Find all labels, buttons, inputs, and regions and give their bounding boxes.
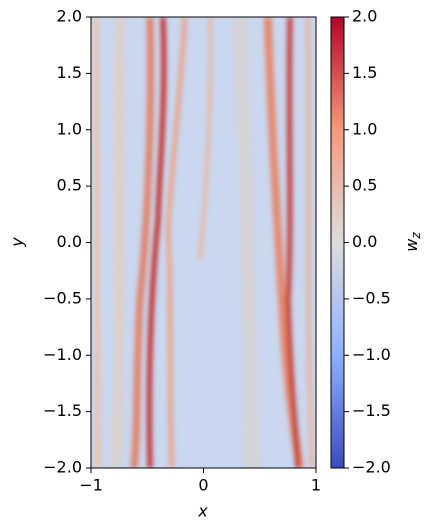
colorbar-label: wz xyxy=(402,232,423,252)
field xyxy=(91,17,316,468)
y-tick-label: 0.0 xyxy=(57,232,82,251)
y-tick-label: −1.0 xyxy=(43,345,82,364)
colorbar-tick-label: 0.0 xyxy=(352,232,377,251)
x-tick-label: 0 xyxy=(198,476,208,495)
colorbar-label-sub: z xyxy=(409,232,423,240)
colorbar-tick-label: −1.0 xyxy=(352,345,391,364)
colorbar xyxy=(330,16,345,469)
y-tick-label: 0.5 xyxy=(57,176,82,195)
colorbar-tick-label: 0.5 xyxy=(352,176,377,195)
colorbar-tick-label: −0.5 xyxy=(352,288,391,307)
colorbar-label-base: w xyxy=(402,238,421,252)
colorbar-tick-label: −1.5 xyxy=(352,401,391,420)
y-tick-label: −0.5 xyxy=(43,288,82,307)
y-axis-label: y xyxy=(8,237,27,248)
colorbar-tick-label: 2.0 xyxy=(352,7,377,26)
y-tick-label: −1.5 xyxy=(43,401,82,420)
colorbar-tick-label: 1.0 xyxy=(352,119,377,138)
colorbar-tick-label: 1.5 xyxy=(352,63,377,82)
colorbar-tick-label: −2.0 xyxy=(352,458,391,477)
x-axis-label: x xyxy=(197,502,208,521)
y-tick-label: 1.5 xyxy=(57,63,82,82)
y-tick-label: −2.0 xyxy=(43,458,82,477)
x-tick-label: 1 xyxy=(311,476,321,495)
y-tick-label: 1.0 xyxy=(57,119,82,138)
field-streaks xyxy=(93,17,315,468)
y-tick-label: 2.0 xyxy=(57,7,82,26)
x-tick-label: −1 xyxy=(79,476,103,495)
